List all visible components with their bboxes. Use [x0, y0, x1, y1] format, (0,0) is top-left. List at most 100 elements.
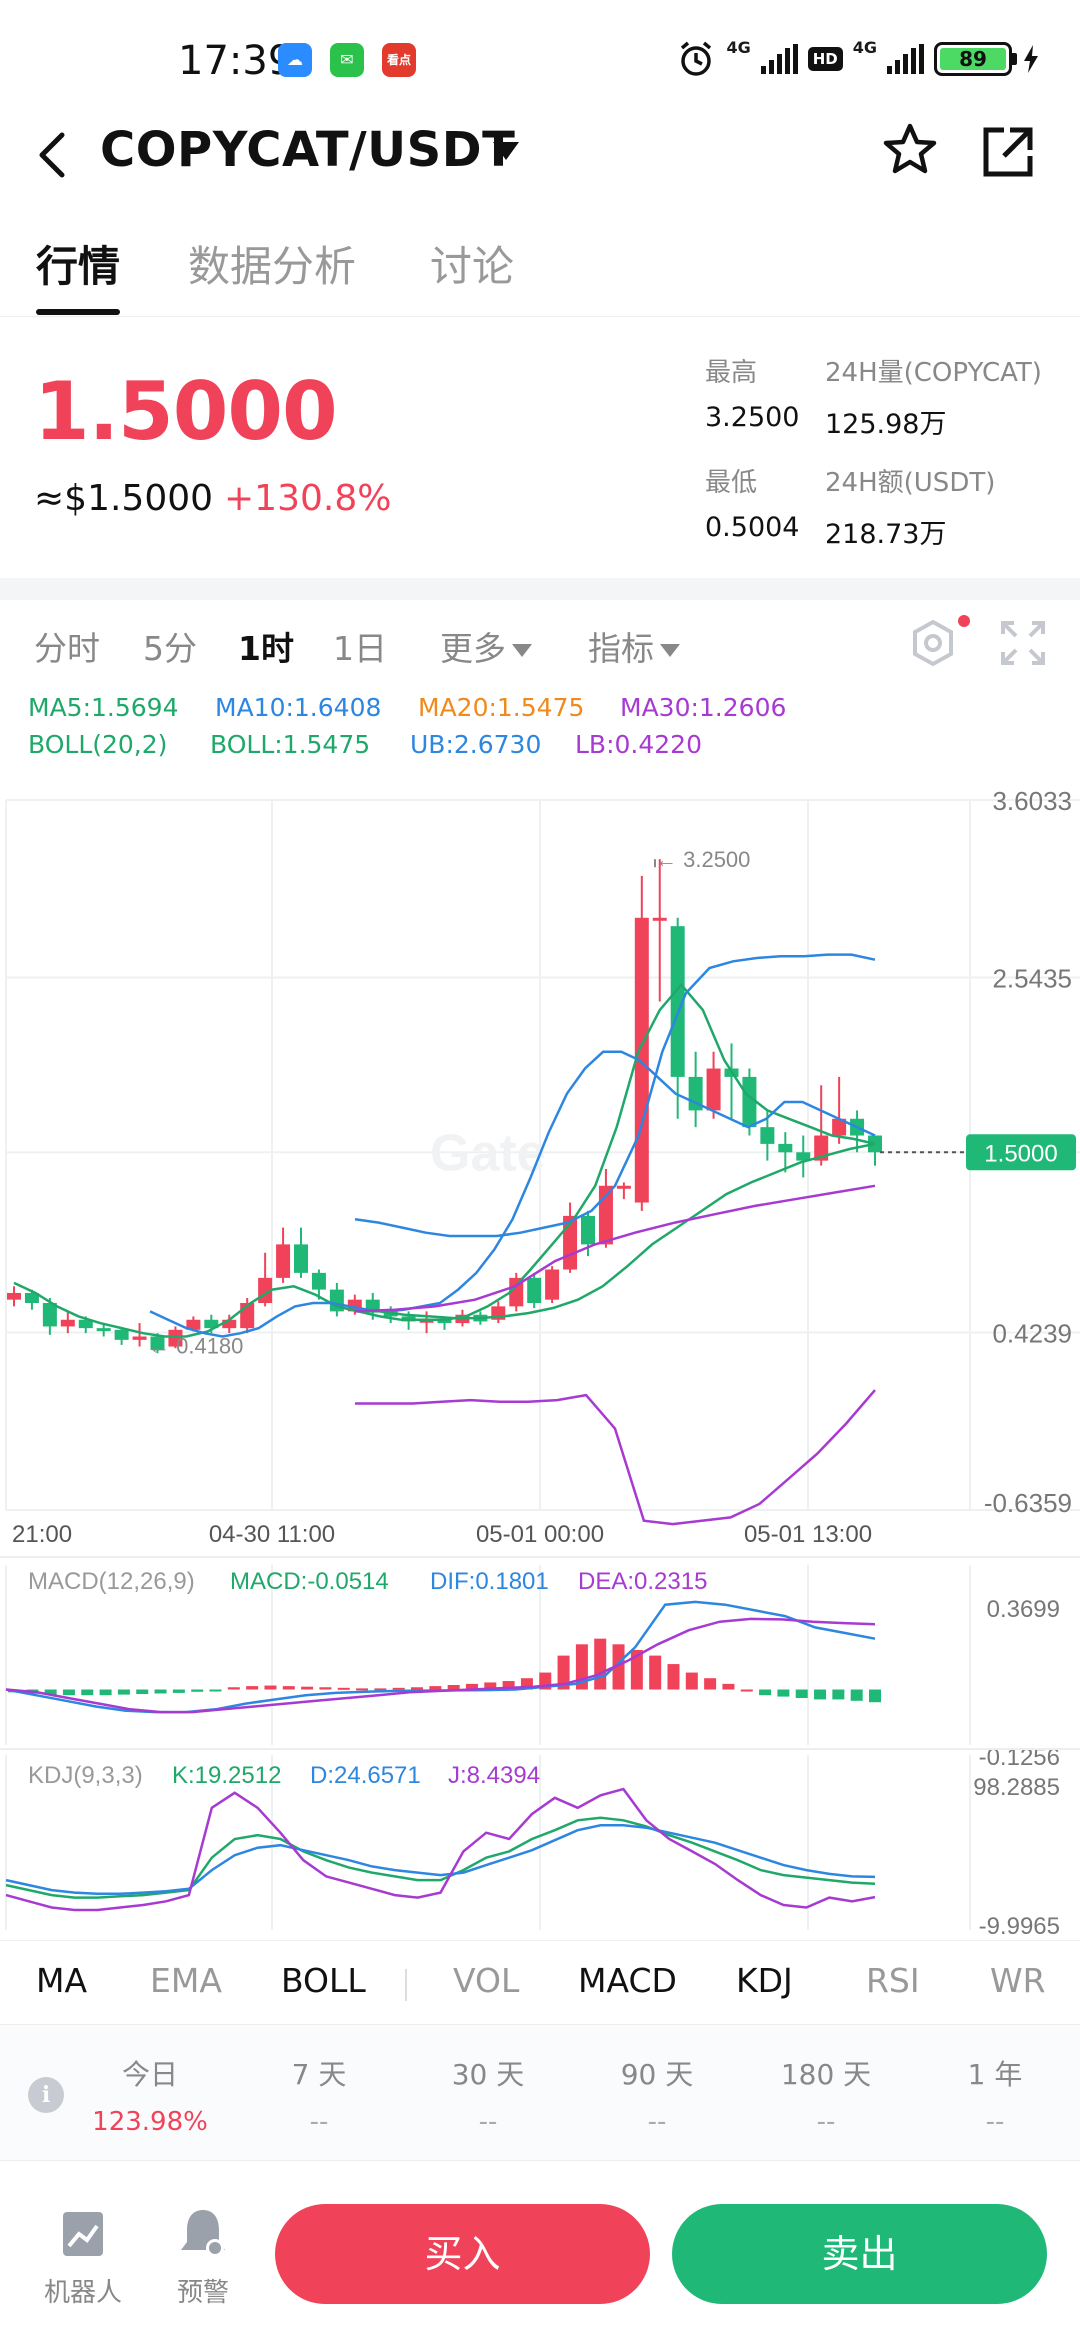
ma10-value: MA10:1.6408	[215, 693, 382, 722]
interval-1h[interactable]: 1时	[238, 629, 294, 668]
charging-icon	[1024, 45, 1038, 73]
signal-icon-2	[887, 44, 924, 74]
kdj-y-max: 98.2885	[973, 1774, 1060, 1801]
ind-tab-ema[interactable]: EMA	[150, 1961, 222, 2000]
share-icon[interactable]	[980, 124, 1036, 180]
macd-bar	[191, 1689, 204, 1692]
interval-1d[interactable]: 1日	[333, 629, 387, 668]
perf-label: 90 天	[620, 2058, 694, 2091]
status-right: 4G HD 4G 89	[676, 38, 1040, 80]
ind-tab-macd[interactable]: MACD	[578, 1961, 677, 2000]
macd-bar	[392, 1687, 405, 1690]
boll-lower-line	[355, 1389, 876, 1526]
buy-button[interactable]: 买入	[275, 2204, 650, 2304]
kdj-y-min: -9.9965	[979, 1913, 1060, 1940]
kline-chart[interactable]: 3.6033 2.5435 0.4239 -0.6359 Gate ← 3.2500 ← 0…	[0, 790, 1080, 1940]
network-type-2: 4G	[852, 38, 877, 57]
perf-7d: 7 天 --	[244, 2053, 394, 2137]
perf-label: 1 年	[967, 2058, 1023, 2091]
alert-label: 预警	[176, 2278, 229, 2308]
vol-value: 125.98万	[825, 409, 947, 440]
candle-body	[706, 1068, 721, 1111]
macd-bar	[795, 1689, 808, 1698]
ma30-line	[354, 1184, 876, 1313]
macd-bar	[465, 1683, 478, 1690]
pair-dropdown-icon[interactable]	[493, 142, 519, 160]
macd-bar	[282, 1686, 295, 1690]
interval-more[interactable]: 更多	[440, 622, 532, 670]
macd-bar	[759, 1689, 772, 1696]
candle-body	[670, 926, 685, 1077]
dea-value: DEA:0.2315	[578, 1568, 707, 1595]
candle-body	[186, 1319, 201, 1330]
macd-bar	[685, 1672, 698, 1690]
ind-tab-rsi[interactable]: RSI	[866, 1961, 920, 2000]
perf-label: 180 天	[780, 2058, 872, 2091]
macd-value: MACD:-0.0514	[230, 1568, 389, 1595]
watermark-text: Gate	[430, 1124, 546, 1182]
j-value: J:8.4394	[448, 1762, 540, 1789]
macd-bar	[869, 1689, 881, 1703]
main-tabs: 行情 数据分析 讨论	[0, 225, 1080, 317]
info-icon[interactable]: i	[28, 2077, 64, 2113]
last-price: 1.5000	[34, 365, 338, 458]
macd-bar	[722, 1683, 735, 1690]
macd-bar	[429, 1686, 442, 1690]
amount-value: 218.73万	[825, 519, 947, 550]
d-value: D:24.6571	[310, 1762, 421, 1789]
macd-bar	[154, 1689, 167, 1694]
perf-90d: 90 天 --	[582, 2053, 732, 2137]
macd-bar	[172, 1689, 185, 1693]
robot-icon	[63, 2212, 103, 2256]
x-axis-label: 21:00	[12, 1521, 72, 1548]
ind-tab-ma[interactable]: MA	[36, 1961, 88, 2000]
max-price-label: ← 3.2500	[655, 847, 750, 872]
macd-bar	[411, 1687, 424, 1690]
interval-timeline[interactable]: 分时	[34, 629, 100, 668]
status-time: 17:39	[178, 38, 294, 84]
bottom-action-bar: 机器人 预警 买入 卖出	[0, 2160, 1080, 2340]
candle-body	[60, 1319, 75, 1327]
macd-bar	[319, 1687, 332, 1690]
macd-bar	[356, 1688, 369, 1691]
interval-5m[interactable]: 5分	[143, 629, 197, 668]
alert-button[interactable]: 预警	[148, 2206, 258, 2309]
macd-bar	[649, 1655, 662, 1690]
ind-tab-wr[interactable]: WR	[990, 1961, 1046, 2000]
lb-value: LB:0.4220	[575, 730, 702, 759]
x-axis-label: 05-01 13:00	[744, 1521, 872, 1548]
amount-label: 24H额(USDT)	[825, 468, 996, 498]
robot-button[interactable]: 机器人	[28, 2206, 138, 2309]
candle-body	[760, 1127, 775, 1144]
x-axis-label: 05-01 00:00	[476, 1521, 604, 1548]
candle-body	[78, 1319, 93, 1329]
indicator-menu[interactable]: 指标	[588, 622, 680, 670]
sell-button[interactable]: 卖出	[672, 2204, 1047, 2304]
ma20-value: MA20:1.5475	[418, 693, 585, 722]
tab-discussion[interactable]: 讨论	[430, 242, 515, 291]
boll-upper-line	[354, 953, 876, 1238]
ind-tab-kdj[interactable]: KDJ	[736, 1961, 793, 2000]
tab-market[interactable]: 行情	[36, 242, 121, 291]
hd-badge: HD	[807, 47, 843, 71]
pair-title[interactable]: COPYCAT/USDT	[100, 122, 516, 178]
macd-bar	[117, 1689, 130, 1695]
macd-bar	[704, 1678, 717, 1690]
fullscreen-icon[interactable]	[1000, 620, 1046, 666]
perf-180d: 180 天 --	[751, 2053, 901, 2137]
j-line	[5, 1787, 876, 1912]
chart-settings-icon[interactable]	[908, 618, 958, 668]
x-axis-label: 04-30 11:00	[209, 1521, 335, 1548]
perf-label: 今日	[121, 2058, 178, 2091]
tab-data-analysis[interactable]: 数据分析	[188, 242, 357, 291]
ind-tab-boll[interactable]: BOLL	[281, 1961, 366, 2000]
ma30-value: MA30:1.2606	[620, 693, 787, 722]
perf-value: --	[985, 2107, 1005, 2137]
ub-value: UB:2.6730	[410, 730, 542, 759]
favorite-star-icon[interactable]	[880, 120, 940, 180]
back-arrow-icon[interactable]	[28, 125, 78, 185]
news-app-icon: 看点	[382, 43, 416, 77]
candle-body	[814, 1135, 829, 1161]
ind-tab-vol[interactable]: VOL	[453, 1961, 520, 2000]
macd-bar	[337, 1687, 350, 1690]
